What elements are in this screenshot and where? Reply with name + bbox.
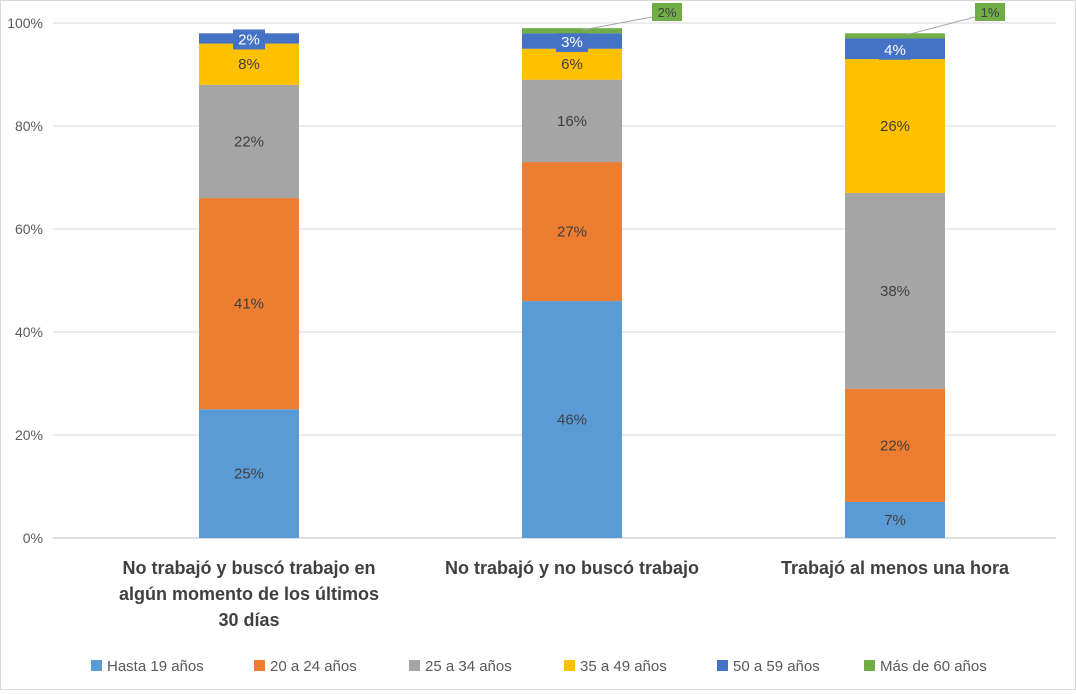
data-label: 22% [234,133,264,150]
legend-swatch [409,660,420,671]
legend-swatch [254,660,265,671]
data-label: 3% [561,34,583,51]
y-tick-label: 20% [15,427,43,443]
legend-swatch [564,660,575,671]
bar-segment [199,198,299,410]
legend-swatch [864,660,875,671]
category-label: algún momento de los últimos [119,584,379,604]
callout-leader [581,16,653,31]
y-tick-label: 80% [15,118,43,134]
bar-segment [199,409,299,538]
legend-label: Hasta 19 años [107,658,204,675]
bar-segment [199,43,299,85]
bar-segment [845,59,945,193]
data-label: 22% [880,437,910,454]
bar-segment [522,301,622,538]
legend-swatch [91,660,102,671]
category-label: 30 días [218,610,279,630]
data-label: 25% [234,466,264,483]
data-label: 16% [557,113,587,130]
bar-segment [845,192,945,389]
data-label: 2% [658,5,677,20]
bar-segment [522,48,622,80]
legend-swatch [717,660,728,671]
data-label-box [556,32,588,53]
bar-segment [845,33,945,39]
legend-label: 35 a 49 años [580,658,667,675]
data-label: 4% [884,42,906,59]
legend-label: Más de 60 años [880,658,987,675]
y-tick-label: 40% [15,324,43,340]
legend-label: 50 a 59 años [733,658,820,675]
bar-segment [522,162,622,302]
data-label: 26% [880,118,910,135]
bar-segment [522,79,622,163]
data-label: 41% [234,296,264,313]
data-label: 7% [884,512,906,529]
y-tick-label: 60% [15,221,43,237]
bar-segment [845,388,945,502]
data-label-box [879,39,911,60]
legend-label: 25 a 34 años [425,658,512,675]
bar-segment [199,84,299,199]
data-label: 38% [880,283,910,300]
data-label: 1% [981,5,1000,20]
y-tick-label: 100% [7,15,43,31]
y-tick-label: 0% [23,530,43,546]
bar-segment [845,501,945,538]
data-label: 46% [557,412,587,429]
data-label: 8% [238,56,260,73]
data-label: 27% [557,224,587,241]
data-label-box [233,29,265,50]
legend-label: 20 a 24 años [270,658,357,675]
bar-segment [522,28,622,34]
data-label-box [652,3,682,21]
category-label: Trabajó al menos una hora [781,558,1010,578]
category-label: No trabajó y no buscó trabajo [445,558,699,578]
data-label: 2% [238,31,260,48]
data-label-box [975,3,1005,21]
category-label: No trabajó y buscó trabajo en [122,558,375,578]
callout-leader [904,16,976,36]
data-label: 6% [561,56,583,73]
